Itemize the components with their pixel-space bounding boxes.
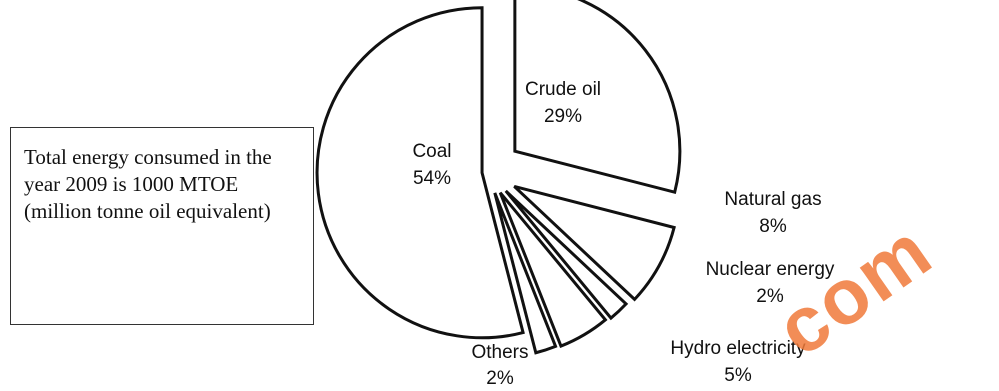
slice-label-nuclear-energy: Nuclear energy (706, 259, 835, 280)
pie-slice-crude-oil (513, 0, 682, 195)
pie-slice-nuclear-energy (504, 189, 629, 321)
pie-slice-others (493, 192, 558, 355)
pie-slice-natural-gas (513, 185, 676, 302)
pie-slice-coal (315, 6, 525, 340)
slice-value-crude-oil: 29% (544, 106, 582, 127)
slice-label-others: Others (471, 342, 528, 363)
note-text: Total energy consumed in the year 2009 i… (24, 145, 272, 223)
pie-slice-hydro-electricity (498, 191, 608, 349)
slice-label-hydro-electricity: Hydro electricity (670, 338, 806, 359)
slice-label-crude-oil: Crude oil (525, 79, 601, 100)
slice-value-others: 2% (486, 368, 514, 389)
slice-value-nuclear-energy: 2% (756, 286, 784, 307)
slice-value-coal: 54% (413, 168, 451, 189)
slice-value-natural-gas: 8% (759, 216, 787, 237)
slice-label-natural-gas: Natural gas (724, 189, 821, 210)
slice-value-hydro-electricity: 5% (724, 365, 752, 386)
note-box: Total energy consumed in the year 2009 i… (10, 127, 314, 325)
slice-label-coal: Coal (412, 141, 451, 162)
